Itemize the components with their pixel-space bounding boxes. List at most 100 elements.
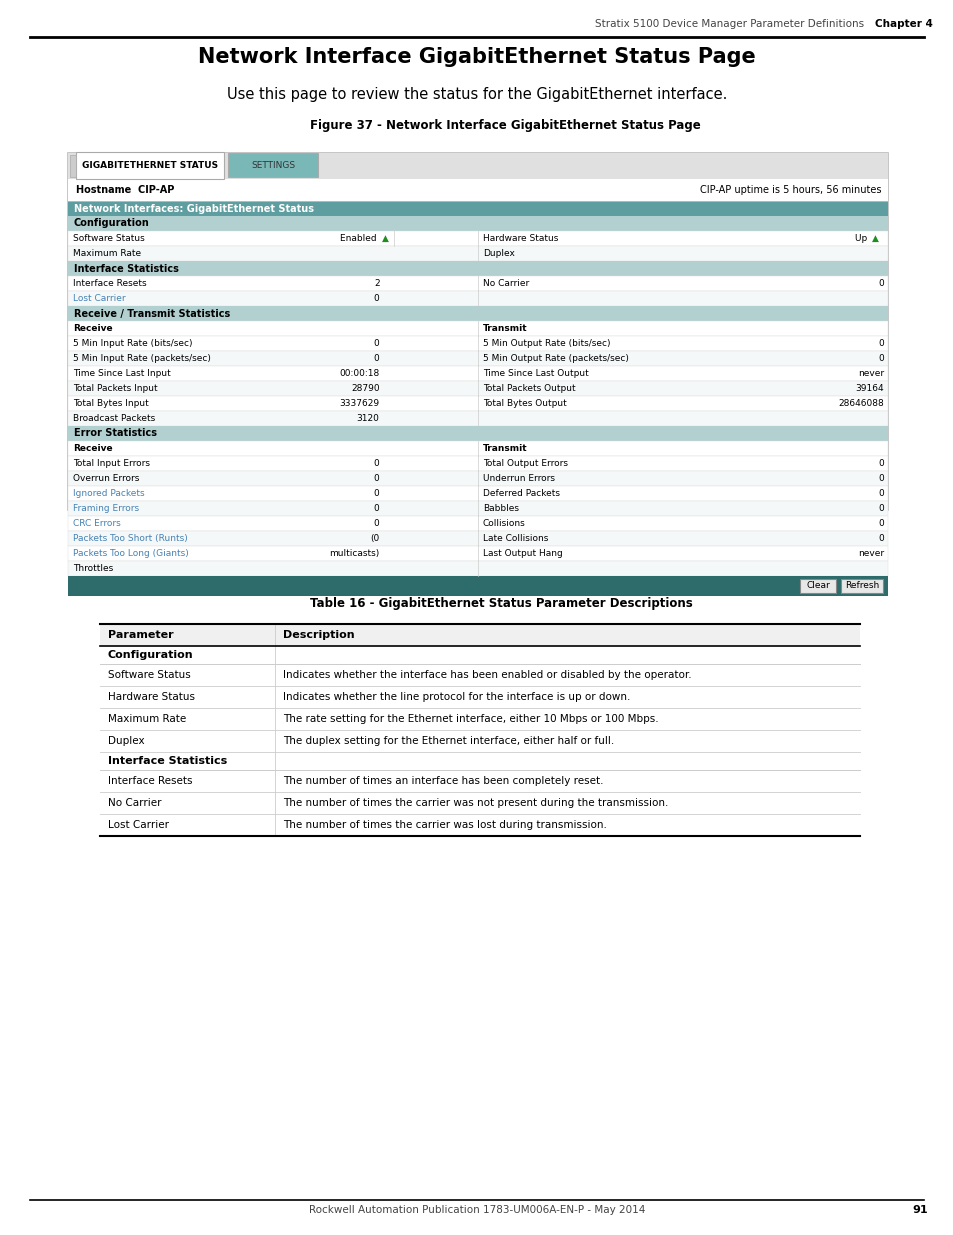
- Text: Time Since Last Output: Time Since Last Output: [482, 369, 588, 378]
- Text: Framing Errors: Framing Errors: [73, 504, 139, 513]
- Text: Software Status: Software Status: [73, 233, 145, 243]
- Bar: [100, 646, 859, 664]
- Text: 5 Min Input Rate (bits/sec): 5 Min Input Rate (bits/sec): [73, 338, 193, 348]
- Bar: [100, 664, 859, 685]
- Bar: [68, 153, 887, 510]
- Text: never: never: [857, 550, 883, 558]
- Text: 3337629: 3337629: [339, 399, 379, 408]
- Text: 0: 0: [374, 474, 379, 483]
- Text: Receive: Receive: [73, 445, 112, 453]
- Text: Network Interface GigabitEthernet Status Page: Network Interface GigabitEthernet Status…: [198, 47, 755, 67]
- Bar: [68, 275, 887, 291]
- Text: Collisions: Collisions: [482, 519, 525, 529]
- Text: Duplex: Duplex: [108, 736, 145, 746]
- Text: ▲: ▲: [381, 233, 388, 243]
- Bar: [68, 179, 887, 201]
- Text: never: never: [857, 369, 883, 378]
- Text: The number of times an interface has been completely reset.: The number of times an interface has bee…: [283, 776, 603, 785]
- Text: Maximum Rate: Maximum Rate: [73, 249, 141, 258]
- Text: The number of times the carrier was lost during transmission.: The number of times the carrier was lost…: [283, 820, 606, 830]
- Text: Interface Resets: Interface Resets: [108, 776, 193, 785]
- Text: SETTINGS: SETTINGS: [251, 162, 294, 170]
- Text: Total Bytes Output: Total Bytes Output: [482, 399, 566, 408]
- Bar: [228, 153, 317, 177]
- Text: Receive: Receive: [73, 324, 112, 333]
- Text: The number of times the carrier was not present during the transmission.: The number of times the carrier was not …: [283, 798, 668, 808]
- Bar: [68, 291, 887, 306]
- Text: Enabled: Enabled: [339, 233, 379, 243]
- Bar: [68, 396, 887, 411]
- Bar: [68, 561, 887, 576]
- Text: multicasts): multicasts): [329, 550, 379, 558]
- Text: (0: (0: [370, 534, 379, 543]
- Text: Babbles: Babbles: [482, 504, 518, 513]
- Bar: [68, 501, 887, 516]
- Text: Time Since Last Input: Time Since Last Input: [73, 369, 171, 378]
- Text: Lost Carrier: Lost Carrier: [108, 820, 169, 830]
- Bar: [68, 382, 887, 396]
- Text: 0: 0: [374, 354, 379, 363]
- Bar: [68, 426, 887, 441]
- Text: Overrun Errors: Overrun Errors: [73, 474, 139, 483]
- Bar: [68, 531, 887, 546]
- Bar: [841, 579, 882, 593]
- Bar: [68, 216, 887, 231]
- Text: Rockwell Automation Publication 1783-UM006A-EN-P - May 2014: Rockwell Automation Publication 1783-UM0…: [309, 1205, 644, 1215]
- Text: 5 Min Output Rate (bits/sec): 5 Min Output Rate (bits/sec): [482, 338, 610, 348]
- Text: Use this page to review the status for the GigabitEthernet interface.: Use this page to review the status for t…: [227, 86, 726, 103]
- Bar: [76, 152, 224, 179]
- Text: Hardware Status: Hardware Status: [108, 692, 194, 701]
- Text: GIGABITETHERNET STATUS: GIGABITETHERNET STATUS: [82, 162, 218, 170]
- Text: Interface Statistics: Interface Statistics: [74, 263, 179, 273]
- Bar: [100, 730, 859, 752]
- Text: 91: 91: [911, 1205, 926, 1215]
- Text: Ignored Packets: Ignored Packets: [73, 489, 145, 498]
- Bar: [68, 456, 887, 471]
- Text: No Carrier: No Carrier: [482, 279, 529, 288]
- Text: Up: Up: [854, 233, 869, 243]
- Text: 0: 0: [878, 338, 883, 348]
- Text: Transmit: Transmit: [482, 445, 527, 453]
- Text: 39164: 39164: [855, 384, 883, 393]
- Text: Total Input Errors: Total Input Errors: [73, 459, 150, 468]
- Bar: [100, 752, 859, 769]
- Bar: [68, 546, 887, 561]
- Text: Parameter: Parameter: [108, 630, 173, 640]
- Text: 0: 0: [878, 354, 883, 363]
- Text: 2: 2: [374, 279, 379, 288]
- Text: Error Statistics: Error Statistics: [74, 429, 157, 438]
- Text: CIP-AP uptime is 5 hours, 56 minutes: CIP-AP uptime is 5 hours, 56 minutes: [700, 185, 882, 195]
- Bar: [68, 576, 887, 597]
- Text: Deferred Packets: Deferred Packets: [482, 489, 559, 498]
- Text: Receive / Transmit Statistics: Receive / Transmit Statistics: [74, 309, 230, 319]
- Text: Broadcast Packets: Broadcast Packets: [73, 414, 155, 424]
- Bar: [70, 156, 76, 177]
- Bar: [68, 441, 887, 456]
- Bar: [68, 487, 887, 501]
- Text: Packets Too Long (Giants): Packets Too Long (Giants): [73, 550, 189, 558]
- Text: 0: 0: [878, 459, 883, 468]
- Text: Configuration: Configuration: [74, 219, 150, 228]
- Bar: [800, 579, 835, 593]
- Bar: [100, 792, 859, 814]
- Text: Lost Carrier: Lost Carrier: [73, 294, 126, 303]
- Bar: [100, 708, 859, 730]
- Bar: [100, 769, 859, 792]
- Bar: [100, 685, 859, 708]
- Text: CRC Errors: CRC Errors: [73, 519, 121, 529]
- Text: Last Output Hang: Last Output Hang: [482, 550, 562, 558]
- Text: Late Collisions: Late Collisions: [482, 534, 548, 543]
- Bar: [68, 231, 887, 246]
- Text: Clear: Clear: [805, 582, 829, 590]
- Text: Indicates whether the line protocol for the interface is up or down.: Indicates whether the line protocol for …: [283, 692, 630, 701]
- Text: 28790: 28790: [351, 384, 379, 393]
- Text: Network Interfaces: GigabitEthernet Status: Network Interfaces: GigabitEthernet Stat…: [74, 204, 314, 214]
- Bar: [68, 351, 887, 366]
- Text: 0: 0: [878, 474, 883, 483]
- Text: 00:00:18: 00:00:18: [339, 369, 379, 378]
- Text: Maximum Rate: Maximum Rate: [108, 714, 186, 724]
- Bar: [68, 471, 887, 487]
- Text: 3120: 3120: [356, 414, 379, 424]
- Text: Hardware Status: Hardware Status: [482, 233, 558, 243]
- Text: 0: 0: [374, 338, 379, 348]
